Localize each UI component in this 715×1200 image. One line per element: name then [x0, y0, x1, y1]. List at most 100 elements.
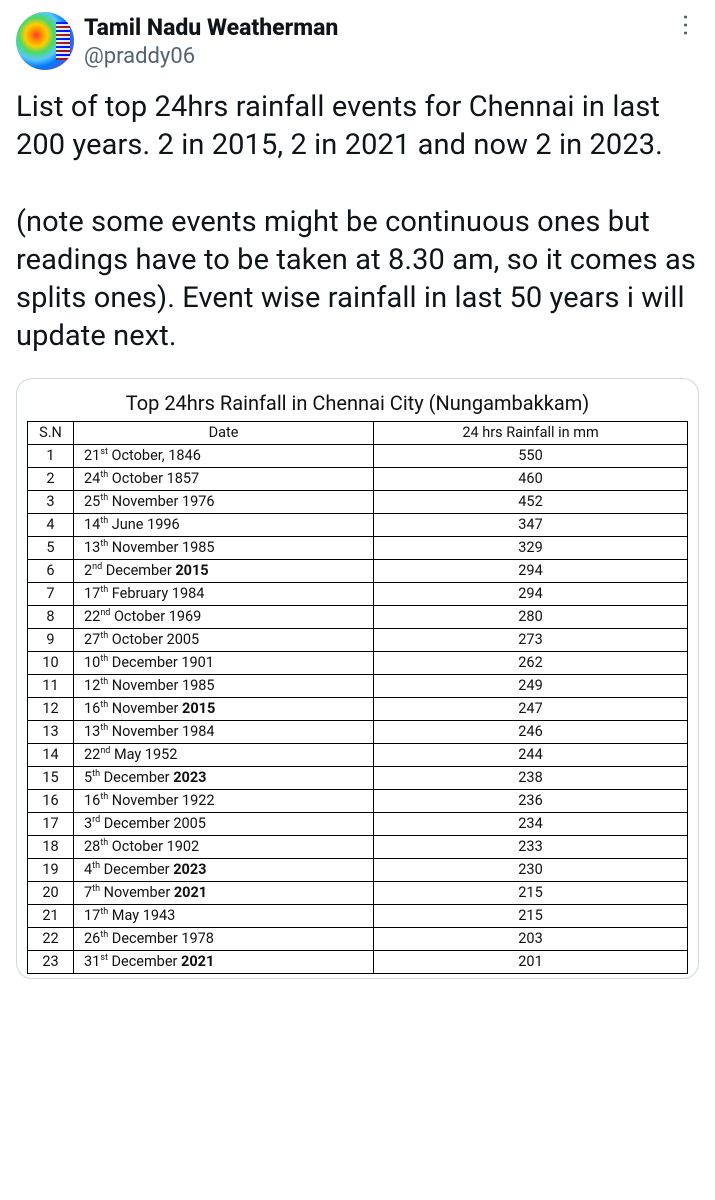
- cell-sn: 22: [28, 927, 74, 950]
- cell-date: 21st October, 1846: [74, 444, 374, 467]
- col-sn: S.N: [28, 421, 74, 444]
- cell-date: 27th October 2005: [74, 628, 374, 651]
- cell-date: 16th November 2015: [74, 697, 374, 720]
- table-row: 325th November 1976452: [28, 490, 688, 513]
- cell-value: 329: [374, 536, 688, 559]
- cell-value: 460: [374, 467, 688, 490]
- table-row: 1422nd May 1952244: [28, 743, 688, 766]
- table-row: 1313th November 1984246: [28, 720, 688, 743]
- table-row: 2226th December 1978203: [28, 927, 688, 950]
- table-title: Top 24hrs Rainfall in Chennai City (Nung…: [27, 387, 688, 421]
- more-options-icon[interactable]: ⋯: [674, 13, 698, 39]
- cell-date: 13th November 1984: [74, 720, 374, 743]
- avatar[interactable]: [16, 12, 74, 70]
- cell-date: 3rd December 2005: [74, 812, 374, 835]
- cell-sn: 19: [28, 858, 74, 881]
- cell-sn: 9: [28, 628, 74, 651]
- cell-date: 17th May 1943: [74, 904, 374, 927]
- col-date: Date: [74, 421, 374, 444]
- cell-value: 236: [374, 789, 688, 812]
- cell-date: 22nd October 1969: [74, 605, 374, 628]
- cell-date: 14th June 1996: [74, 513, 374, 536]
- cell-date: 5th December 2023: [74, 766, 374, 789]
- table-row: 121st October, 1846550: [28, 444, 688, 467]
- cell-value: 294: [374, 559, 688, 582]
- table-row: 2117th May 1943215: [28, 904, 688, 927]
- tweet-header: Tamil Nadu Weatherman @praddy06 ⋯: [16, 12, 699, 70]
- attached-image[interactable]: Top 24hrs Rainfall in Chennai City (Nung…: [16, 378, 699, 979]
- table-row: 207th November 2021215: [28, 881, 688, 904]
- tweet-body: List of top 24hrs rainfall events for Ch…: [16, 88, 699, 356]
- table-row: 822nd October 1969280: [28, 605, 688, 628]
- cell-value: 233: [374, 835, 688, 858]
- cell-sn: 15: [28, 766, 74, 789]
- tweet-paragraph: List of top 24hrs rainfall events for Ch…: [16, 88, 699, 165]
- cell-date: 16th November 1922: [74, 789, 374, 812]
- cell-date: 26th December 1978: [74, 927, 374, 950]
- cell-sn: 17: [28, 812, 74, 835]
- user-handle: @praddy06: [84, 43, 699, 71]
- cell-date: 17th February 1984: [74, 582, 374, 605]
- cell-date: 12th November 1985: [74, 674, 374, 697]
- user-block[interactable]: Tamil Nadu Weatherman @praddy06: [84, 12, 699, 70]
- table-row: 1010th December 1901262: [28, 651, 688, 674]
- tweet-container: Tamil Nadu Weatherman @praddy06 ⋯ List o…: [0, 0, 715, 991]
- cell-value: 234: [374, 812, 688, 835]
- table-row: 1112th November 1985249: [28, 674, 688, 697]
- table-row: 414th June 1996347: [28, 513, 688, 536]
- table-row: 224th October 1857460: [28, 467, 688, 490]
- cell-date: 2nd December 2015: [74, 559, 374, 582]
- cell-value: 294: [374, 582, 688, 605]
- cell-value: 203: [374, 927, 688, 950]
- cell-value: 273: [374, 628, 688, 651]
- rainfall-table: S.N Date 24 hrs Rainfall in mm 121st Oct…: [27, 421, 688, 974]
- cell-date: 28th October 1902: [74, 835, 374, 858]
- cell-date: 10th December 1901: [74, 651, 374, 674]
- cell-sn: 8: [28, 605, 74, 628]
- table-row: 1828th October 1902233: [28, 835, 688, 858]
- cell-date: 13th November 1985: [74, 536, 374, 559]
- table-row: 1216th November 2015247: [28, 697, 688, 720]
- cell-sn: 11: [28, 674, 74, 697]
- cell-value: 201: [374, 950, 688, 973]
- cell-date: 4th December 2023: [74, 858, 374, 881]
- cell-value: 244: [374, 743, 688, 766]
- cell-value: 246: [374, 720, 688, 743]
- cell-value: 230: [374, 858, 688, 881]
- cell-sn: 13: [28, 720, 74, 743]
- cell-date: 22nd May 1952: [74, 743, 374, 766]
- cell-value: 247: [374, 697, 688, 720]
- cell-sn: 3: [28, 490, 74, 513]
- cell-sn: 4: [28, 513, 74, 536]
- table-header: S.N Date 24 hrs Rainfall in mm: [28, 421, 688, 444]
- cell-sn: 6: [28, 559, 74, 582]
- cell-value: 347: [374, 513, 688, 536]
- cell-date: 7th November 2021: [74, 881, 374, 904]
- table-row: 513th November 1985329: [28, 536, 688, 559]
- cell-sn: 21: [28, 904, 74, 927]
- table-row: 194th December 2023230: [28, 858, 688, 881]
- cell-sn: 23: [28, 950, 74, 973]
- cell-value: 550: [374, 444, 688, 467]
- table-row: 155th December 2023238: [28, 766, 688, 789]
- cell-sn: 18: [28, 835, 74, 858]
- cell-sn: 1: [28, 444, 74, 467]
- table-row: 2331st December 2021201: [28, 950, 688, 973]
- col-rainfall: 24 hrs Rainfall in mm: [374, 421, 688, 444]
- tweet-paragraph: (note some events might be continuous on…: [16, 203, 699, 356]
- cell-value: 238: [374, 766, 688, 789]
- display-name: Tamil Nadu Weatherman: [84, 14, 699, 42]
- cell-value: 215: [374, 904, 688, 927]
- table-row: 927th October 2005273: [28, 628, 688, 651]
- table-row: 717th February 1984294: [28, 582, 688, 605]
- cell-value: 215: [374, 881, 688, 904]
- cell-sn: 5: [28, 536, 74, 559]
- table-row: 1616th November 1922236: [28, 789, 688, 812]
- table-row: 173rd December 2005234: [28, 812, 688, 835]
- cell-date: 25th November 1976: [74, 490, 374, 513]
- cell-sn: 16: [28, 789, 74, 812]
- cell-value: 452: [374, 490, 688, 513]
- table-row: 62nd December 2015294: [28, 559, 688, 582]
- cell-sn: 14: [28, 743, 74, 766]
- cell-value: 262: [374, 651, 688, 674]
